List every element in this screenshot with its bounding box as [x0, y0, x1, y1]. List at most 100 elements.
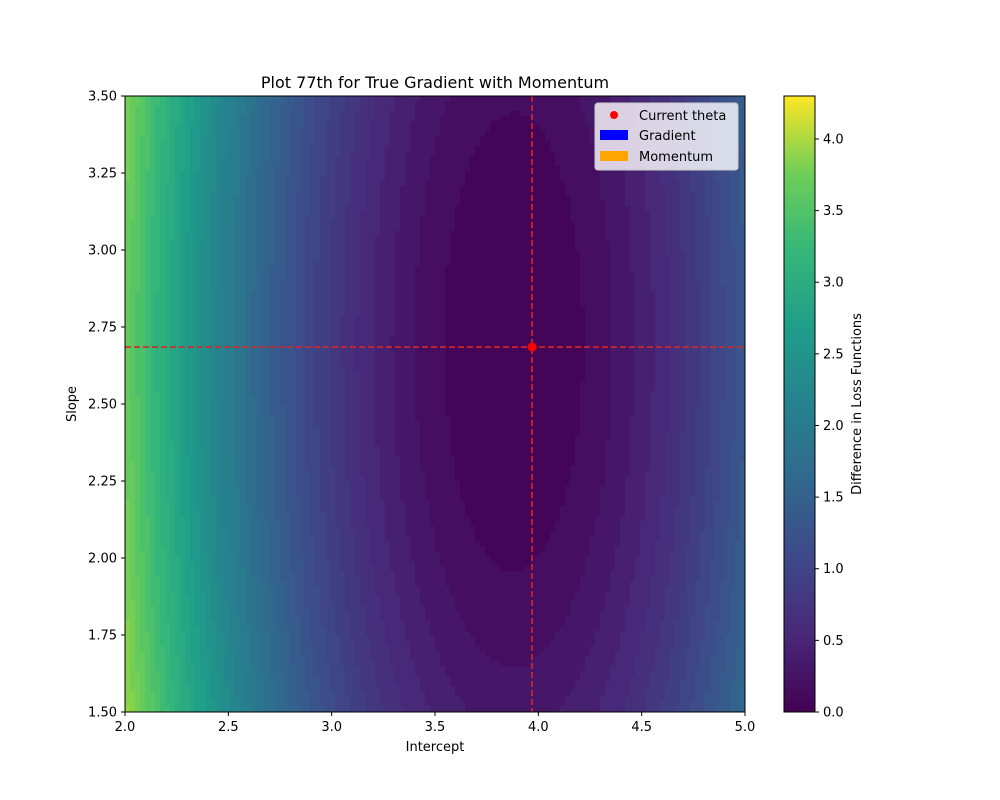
heatmap-cell [510, 106, 516, 112]
heatmap-cell [680, 261, 686, 267]
heatmap-cell [370, 216, 376, 222]
heatmap-cell [450, 131, 456, 137]
heatmap-cell [255, 146, 261, 152]
heatmap-cell [310, 226, 316, 232]
heatmap-cell [180, 171, 186, 177]
heatmap-cell [145, 296, 151, 302]
heatmap-cell [340, 201, 346, 207]
heatmap-cell [340, 176, 346, 182]
heatmap-cell [165, 211, 171, 217]
heatmap-cell [545, 221, 551, 227]
heatmap-cell [245, 296, 251, 302]
heatmap-cell [645, 206, 651, 212]
heatmap-cell [525, 281, 531, 287]
heatmap-cell [130, 176, 136, 182]
heatmap-cell [640, 271, 646, 277]
heatmap-cell [550, 136, 556, 142]
heatmap-cell [280, 201, 286, 207]
heatmap-cell [440, 251, 446, 257]
heatmap-cell [600, 266, 606, 272]
heatmap-cell [375, 266, 381, 272]
heatmap-cell [680, 96, 686, 102]
heatmap-cell [630, 286, 636, 292]
heatmap-cell [470, 196, 476, 202]
heatmap-cell [245, 141, 251, 147]
heatmap-cell [230, 131, 236, 137]
heatmap-cell [655, 181, 661, 187]
heatmap-cell [420, 181, 426, 187]
heatmap-cell [510, 286, 516, 292]
heatmap-cell [280, 291, 286, 297]
heatmap-cell [210, 161, 216, 167]
heatmap-cell [375, 251, 381, 257]
heatmap-cell [440, 176, 446, 182]
heatmap-cell [380, 191, 386, 197]
heatmap-cell [685, 286, 691, 292]
heatmap-cell [375, 216, 381, 222]
heatmap-cell [285, 241, 291, 247]
heatmap-cell [715, 281, 721, 287]
heatmap-cell [410, 201, 416, 207]
heatmap-cell [405, 221, 411, 227]
heatmap-cell [625, 201, 631, 207]
heatmap-cell [170, 176, 176, 182]
heatmap-cell [150, 111, 156, 117]
heatmap-cell [465, 241, 471, 247]
heatmap-cell [460, 126, 466, 132]
heatmap-cell [740, 131, 745, 137]
heatmap-cell [735, 256, 741, 262]
heatmap-cell [320, 146, 326, 152]
heatmap-cell [565, 161, 571, 167]
heatmap-cell [225, 116, 231, 122]
heatmap-cell [370, 261, 376, 267]
heatmap-cell [480, 171, 486, 177]
heatmap-cell [280, 211, 286, 217]
heatmap-cell [565, 211, 571, 217]
heatmap-cell [510, 251, 516, 257]
heatmap-cell [525, 106, 531, 112]
heatmap-cell [190, 246, 196, 252]
heatmap-cell [375, 246, 381, 252]
heatmap-cell [425, 276, 431, 282]
heatmap-cell [320, 201, 326, 207]
heatmap-cell [700, 231, 706, 237]
heatmap-cell [505, 121, 511, 127]
heatmap-cell [300, 106, 306, 112]
heatmap-cell [565, 256, 571, 262]
heatmap-cell [455, 136, 461, 142]
heatmap-cell [130, 216, 136, 222]
heatmap-cell [330, 131, 336, 137]
heatmap-cell [330, 271, 336, 277]
heatmap-cell [675, 281, 681, 287]
heatmap-cell [255, 111, 261, 117]
heatmap-cell [175, 276, 181, 282]
heatmap-cell [390, 151, 396, 157]
heatmap-cell [620, 286, 626, 292]
heatmap-cell [340, 171, 346, 177]
heatmap-cell [710, 206, 716, 212]
heatmap-cell [145, 226, 151, 232]
heatmap-cell [175, 96, 181, 102]
heatmap-cell [505, 231, 511, 237]
heatmap-cell [210, 131, 216, 137]
heatmap-cell [585, 221, 591, 227]
heatmap-cell [495, 106, 501, 112]
heatmap-cell [305, 211, 311, 217]
heatmap-cell [240, 211, 246, 217]
heatmap-cell [375, 281, 381, 287]
heatmap-cell [380, 106, 386, 112]
heatmap-cell [310, 251, 316, 257]
heatmap-cell [165, 161, 171, 167]
heatmap-cell [175, 291, 181, 297]
heatmap-cell [190, 236, 196, 242]
heatmap-cell [440, 121, 446, 127]
heatmap-cell [420, 241, 426, 247]
heatmap-cell [275, 251, 281, 257]
heatmap-cell [405, 196, 411, 202]
heatmap-cell [635, 216, 641, 222]
heatmap-cell [225, 231, 231, 237]
heatmap-cell [425, 186, 431, 192]
heatmap-cell [680, 196, 686, 202]
heatmap-cell [135, 116, 141, 122]
heatmap-cell [145, 126, 151, 132]
